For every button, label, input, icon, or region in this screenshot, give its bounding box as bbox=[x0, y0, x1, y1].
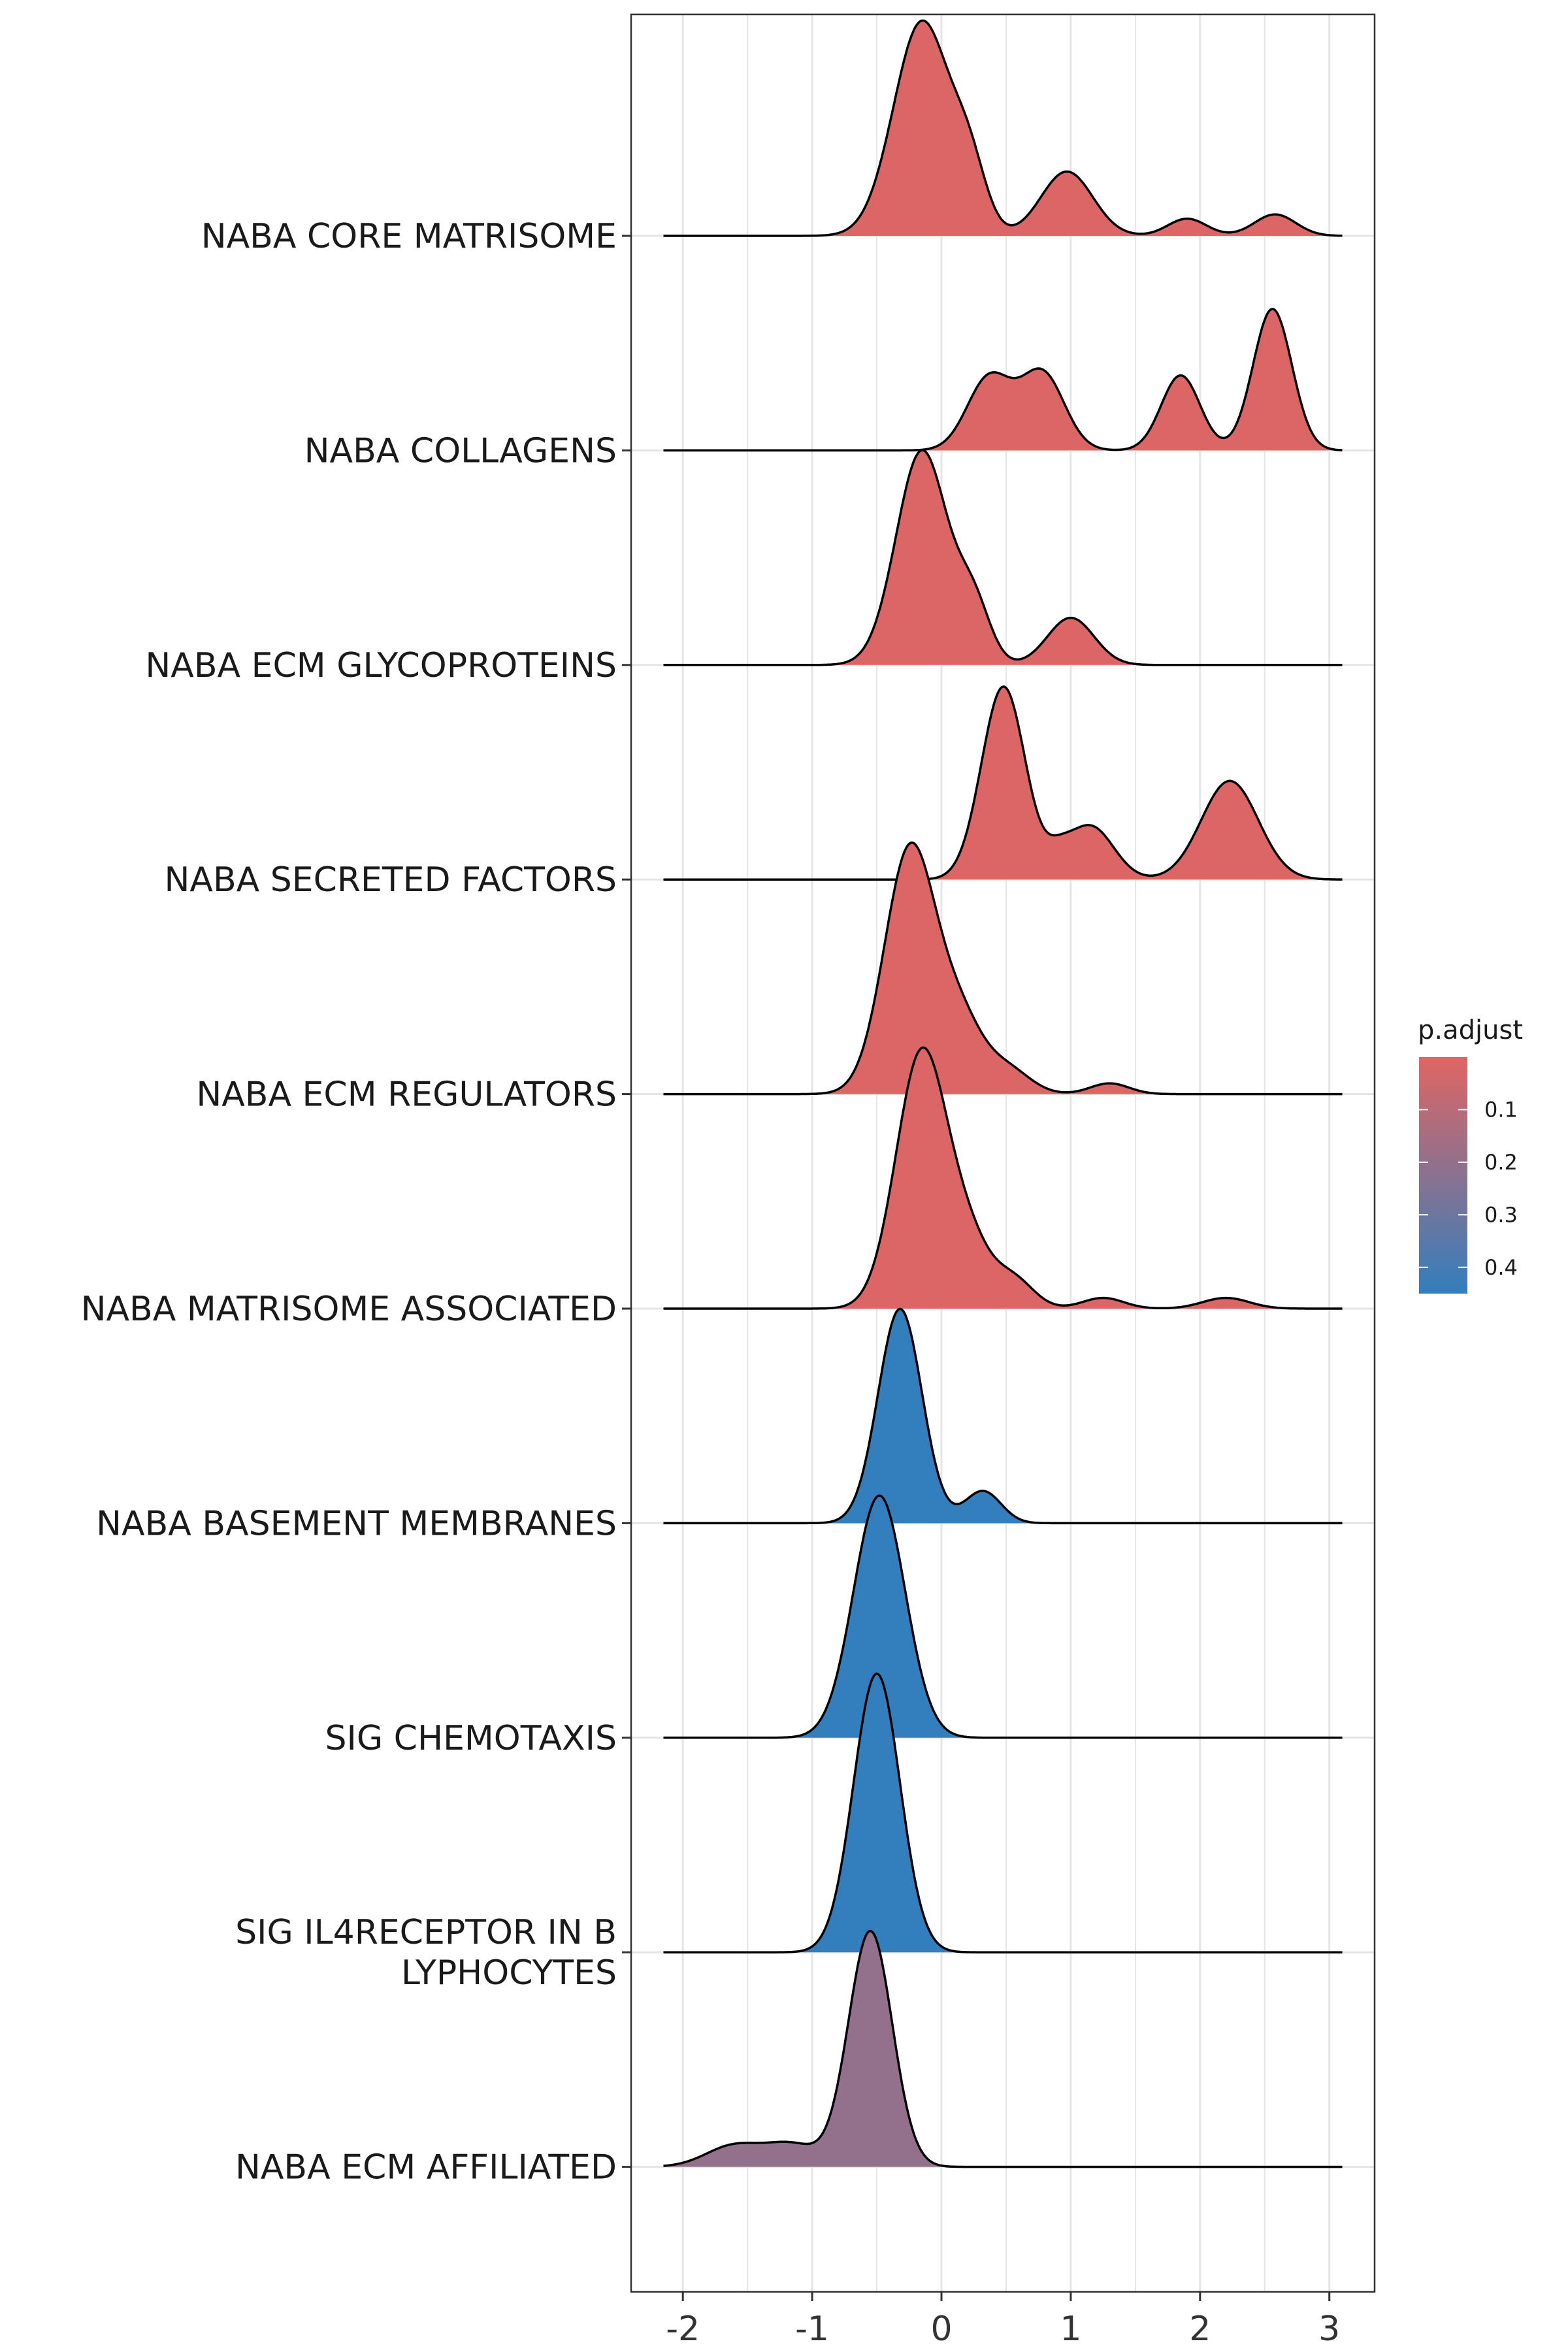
ridge-series bbox=[663, 841, 1343, 1096]
ridge-outline bbox=[663, 449, 1343, 666]
x-axis: -2 -1 0 1 2 3 bbox=[666, 2292, 1340, 2349]
x-tick-label: 3 bbox=[1318, 2310, 1340, 2349]
x-tick-label: 2 bbox=[1189, 2310, 1211, 2349]
category-label: NABA ECM GLYCOPROTEINS bbox=[145, 646, 617, 685]
ridge-layer bbox=[663, 19, 1343, 2168]
ridge-fill bbox=[663, 308, 1343, 451]
panel-border bbox=[630, 13, 1376, 2293]
legend-colorbar bbox=[1419, 1057, 1467, 1294]
ridge-outline bbox=[663, 1307, 1343, 1525]
category-label: NABA COLLAGENS bbox=[304, 431, 617, 470]
category-label: NABA BASEMENT MEMBRANES bbox=[96, 1504, 617, 1543]
ridge-series bbox=[663, 1929, 1343, 2168]
ridge-fill bbox=[663, 686, 1343, 880]
legend-tick-label: 0.2 bbox=[1484, 1150, 1518, 1175]
category-label: NABA SECRETED FACTORS bbox=[164, 860, 617, 900]
ridge-outline bbox=[663, 841, 1343, 1096]
x-tick-label: -2 bbox=[666, 2310, 700, 2349]
x-tick-label: 1 bbox=[1060, 2310, 1081, 2349]
ridge-series bbox=[663, 1046, 1343, 1310]
legend-ticks: 0.1 0.2 0.3 0.4 bbox=[1419, 1097, 1518, 1280]
category-label: SIG CHEMOTAXIS bbox=[325, 1719, 617, 1758]
category-label: SIG IL4RECEPTOR IN B bbox=[235, 1913, 617, 1952]
legend: p.adjust 0.1 0.2 0.3 0.4 bbox=[1418, 1015, 1523, 1294]
ridge-series bbox=[663, 685, 1343, 881]
ridge-outline bbox=[663, 685, 1343, 881]
legend-title: p.adjust bbox=[1418, 1015, 1523, 1045]
ridge-series bbox=[663, 1494, 1343, 1739]
ridge-outline bbox=[663, 1046, 1343, 1310]
ridge-outline bbox=[663, 1673, 1343, 1953]
category-label: NABA ECM AFFILIATED bbox=[235, 2148, 617, 2187]
category-labels: NABA CORE MATRISOME NABA COLLAGENS NABA EC… bbox=[81, 217, 631, 2187]
ridge-outline bbox=[663, 1494, 1343, 1739]
ridge-series bbox=[663, 449, 1343, 666]
legend-tick-label: 0.3 bbox=[1484, 1202, 1518, 1227]
legend-tick-label: 0.4 bbox=[1484, 1255, 1518, 1280]
ridge-outline bbox=[663, 19, 1343, 237]
category-label: NABA ECM REGULATORS bbox=[196, 1075, 617, 1115]
legend-tick-label: 0.1 bbox=[1484, 1097, 1518, 1122]
ridge-outline bbox=[663, 1929, 1343, 2168]
category-label: NABA MATRISOME ASSOCIATED bbox=[81, 1290, 617, 1329]
category-label: LYPHOCYTES bbox=[401, 1953, 617, 1993]
ridge-series bbox=[663, 1673, 1343, 1953]
ridge-series bbox=[663, 308, 1343, 452]
category-label: NABA CORE MATRISOME bbox=[201, 217, 617, 256]
ridge-series bbox=[663, 19, 1343, 237]
x-tick-label: 0 bbox=[930, 2310, 952, 2349]
x-tick-label: -1 bbox=[795, 2310, 829, 2349]
ridge-series bbox=[663, 1307, 1343, 1525]
ridge-outline bbox=[663, 308, 1343, 452]
